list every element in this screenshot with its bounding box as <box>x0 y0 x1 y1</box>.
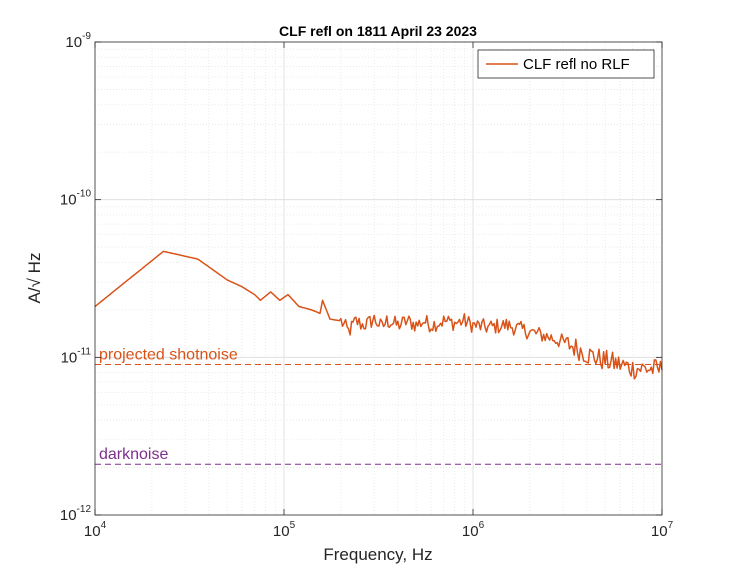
y-tick-label: 10-12 <box>60 504 92 524</box>
series-line-0 <box>94 250 663 380</box>
grid <box>95 42 662 515</box>
chart-title: CLF refl on 1811 April 23 2023 <box>279 23 477 39</box>
y-axis-label: A/√ Hz <box>25 253 44 304</box>
y-tick-label: 10-10 <box>60 189 92 209</box>
reference-lines: projected shotnoise darknoise <box>95 347 662 465</box>
x-axis-label: Frequency, Hz <box>323 545 432 564</box>
plot-frame <box>94 41 663 516</box>
series-layer <box>94 250 663 380</box>
legend[interactable]: CLF refl no RLF <box>477 49 655 79</box>
legend-label: CLF refl no RLF <box>523 56 630 73</box>
x-tick-label: 104 <box>84 520 107 540</box>
tick-labels: 104 105 106 107 10-12 10-11 10-10 10-9 <box>60 31 674 540</box>
reference-line-label-0: projected shotnoise <box>99 347 238 364</box>
x-tick-label: 106 <box>462 520 485 540</box>
y-tick-label: 10-9 <box>65 31 91 51</box>
y-tick-label: 10-11 <box>61 346 92 366</box>
tick-marks <box>94 41 663 516</box>
x-tick-label: 107 <box>651 520 674 540</box>
x-tick-label: 105 <box>273 520 296 540</box>
reference-line-label-1: darknoise <box>99 446 168 463</box>
plot-background <box>95 42 662 515</box>
